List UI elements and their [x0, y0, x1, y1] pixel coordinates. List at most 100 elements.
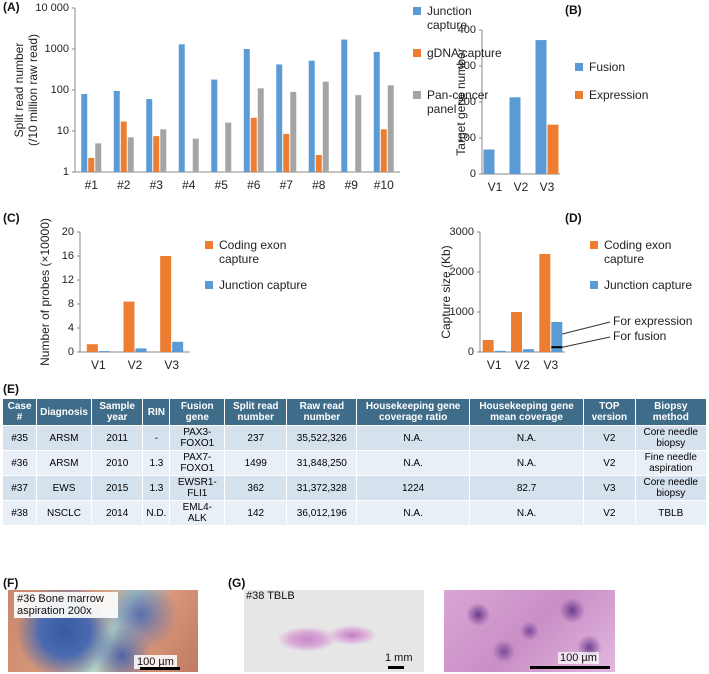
- panel-label: (C): [3, 211, 20, 225]
- x-tick-label: V2: [514, 180, 529, 194]
- bar: [135, 348, 147, 352]
- bar: [120, 121, 127, 172]
- x-tick-label: #5: [215, 178, 229, 192]
- y-tick-label: 0: [68, 346, 74, 358]
- table-cell: 237: [224, 425, 288, 451]
- table-cell: 82.7: [468, 475, 585, 501]
- column-header: Raw read number: [286, 398, 358, 426]
- table-cell: #38: [1, 500, 38, 526]
- y-tick-label: 300: [458, 60, 476, 72]
- legend-swatch: [575, 91, 583, 99]
- table-row: #38 NSCLC 2014 N.D. EML4-ALK 142 36,012,196 N.A…: [1, 500, 708, 526]
- y-axis-label: Split read number: [12, 43, 26, 138]
- x-tick-label: #3: [150, 178, 164, 192]
- table-row: #37 EWS 2015 1.3 EWSR1-FLI1 362 31,372,328 1224…: [1, 475, 708, 501]
- legend-label: gDNA capture: [427, 46, 502, 60]
- table-cell: Core needle biopsy: [634, 425, 708, 451]
- bar: [88, 157, 95, 172]
- table-cell: N.A.: [356, 450, 470, 476]
- bar: [341, 39, 348, 173]
- legend-label: Coding exon capture: [604, 238, 672, 266]
- table-cell: 2014: [90, 500, 144, 526]
- y-tick-label: 8: [68, 298, 74, 310]
- table-cell: 1224: [356, 475, 470, 501]
- y-tick-label: 2000: [450, 266, 474, 278]
- micrograph: [244, 590, 424, 672]
- legend-swatch: [590, 241, 598, 249]
- panel-label: (D): [565, 211, 582, 225]
- y-tick-label: 16: [62, 250, 74, 262]
- bar: [146, 99, 153, 172]
- bar: [483, 149, 495, 174]
- table-cell: Fine needle aspiration: [634, 450, 708, 476]
- x-tick-label: #8: [312, 178, 326, 192]
- table-cell: N.A.: [356, 425, 470, 451]
- bar: [257, 88, 264, 172]
- scale-bar: [388, 666, 404, 669]
- table-cell: EWS: [36, 475, 92, 501]
- x-tick-label: #10: [374, 178, 394, 192]
- legend-swatch: [575, 63, 583, 71]
- bar: [192, 138, 199, 172]
- table-cell: 31,848,250: [286, 450, 358, 476]
- bar: [511, 312, 522, 352]
- column-header: Sample year: [90, 398, 144, 426]
- legend-swatch: [205, 281, 213, 289]
- bar: [98, 351, 110, 352]
- table-cell: PAX7-FOXO1: [169, 450, 226, 476]
- bar: [308, 60, 315, 173]
- x-tick-label: V2: [515, 358, 530, 372]
- bar: [315, 154, 322, 172]
- table-cell: N.A.: [468, 500, 585, 526]
- bar: [211, 79, 218, 172]
- x-tick-label: #1: [85, 178, 99, 192]
- table-cell: EML4-ALK: [169, 500, 226, 526]
- bar: [535, 40, 547, 174]
- legend-swatch: [413, 7, 421, 15]
- annotation: For expression: [613, 314, 692, 328]
- bar: [127, 137, 134, 172]
- y-tick-label: 20: [62, 226, 74, 238]
- panel-label: (F): [3, 576, 19, 590]
- column-header: RIN: [142, 398, 171, 426]
- table-cell: N.D.: [142, 500, 171, 526]
- x-tick-label: #6: [247, 178, 261, 192]
- table-cell: V2: [583, 450, 636, 476]
- legend-label: Coding exon capture: [219, 238, 287, 266]
- table-cell: V3: [583, 475, 636, 501]
- bar: [509, 97, 521, 174]
- column-header: Diagnosis: [36, 398, 92, 426]
- table-cell: Core needle biopsy: [634, 475, 708, 501]
- y-tick-label: 0: [468, 346, 474, 358]
- panel-label: (E): [3, 382, 19, 396]
- table-cell: -: [142, 425, 171, 451]
- table-cell: 1.3: [142, 475, 171, 501]
- scale-bar: [140, 667, 180, 670]
- y-tick-label: 10: [57, 125, 69, 137]
- bar: [373, 51, 380, 172]
- bar: [178, 44, 185, 172]
- table-cell: #35: [1, 425, 38, 451]
- table-cell: ARSM: [36, 450, 92, 476]
- y-axis-label: Capture size (Kb): [439, 245, 453, 338]
- column-header: Biopsy method: [634, 398, 708, 426]
- legend-label: Pan-cancer panel: [427, 88, 489, 116]
- column-header: Case #: [1, 398, 38, 426]
- y-tick-label: 1: [63, 166, 69, 178]
- bar: [482, 340, 494, 352]
- x-tick-label: V1: [488, 180, 503, 194]
- table-row: #36 ARSM 2010 1.3 PAX7-FOXO1 1499 31,848,250 N.…: [1, 450, 708, 476]
- bar: [283, 133, 290, 172]
- y-tick-label: 12: [62, 274, 74, 286]
- y-tick-label: 100: [51, 84, 69, 96]
- table-row: #35 ARSM 2011- PAX3-FOXO1 237 35,522,326 N.A. N…: [1, 425, 708, 451]
- table-cell: #37: [1, 475, 38, 501]
- table-cell: EWSR1-FLI1: [169, 475, 226, 501]
- table-body: #35 ARSM 2011- PAX3-FOXO1 237 35,522,326 N.A. N…: [1, 425, 708, 526]
- x-tick-label: V1: [487, 358, 502, 372]
- scale-label: 100 µm: [558, 652, 599, 664]
- bar: [523, 349, 534, 352]
- table-cell: V2: [583, 500, 636, 526]
- annotation: For fusion: [613, 329, 666, 343]
